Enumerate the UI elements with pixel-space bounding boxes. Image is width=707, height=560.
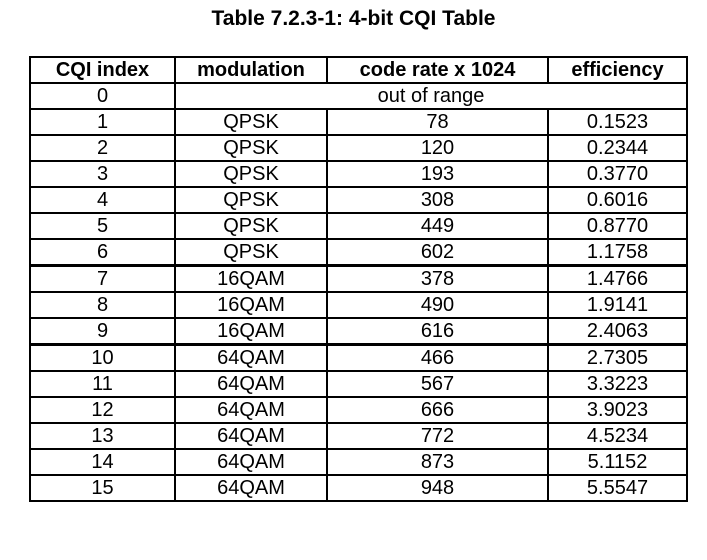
cell-code-rate: 78 (326, 108, 549, 136)
cell-modulation: QPSK (174, 212, 328, 240)
cell-cqi-index: 5 (29, 212, 176, 240)
cell-modulation: 64QAM (174, 422, 328, 450)
cell-cqi-index: 1 (29, 108, 176, 136)
cell-code-rate: 666 (326, 396, 549, 424)
cell-efficiency: 0.1523 (547, 108, 688, 136)
table-row: 6 QPSK 602 1.1758 (29, 238, 688, 267)
cell-modulation: 16QAM (174, 291, 328, 319)
cell-cqi-index: 2 (29, 134, 176, 162)
cell-modulation: QPSK (174, 134, 328, 162)
table-row: 2 QPSK 120 0.2344 (29, 134, 688, 162)
cell-efficiency: 1.1758 (547, 238, 688, 267)
table-row: 7 16QAM 378 1.4766 (29, 264, 688, 293)
table-row: 11 64QAM 567 3.3223 (29, 370, 688, 398)
cell-code-rate: 948 (326, 474, 549, 502)
cqi-table: CQI index modulation code rate x 1024 ef… (29, 56, 688, 502)
cell-efficiency: 2.7305 (547, 343, 688, 372)
table-row: 4 QPSK 308 0.6016 (29, 186, 688, 214)
cell-modulation: QPSK (174, 186, 328, 214)
cell-out-of-range: out of range (174, 82, 688, 110)
cell-code-rate: 873 (326, 448, 549, 476)
cell-modulation: 64QAM (174, 474, 328, 502)
table-row: 3 QPSK 193 0.3770 (29, 160, 688, 188)
cell-code-rate: 120 (326, 134, 549, 162)
table-row-out-of-range: 0 out of range (29, 82, 688, 110)
header-code-rate: code rate x 1024 (326, 56, 549, 84)
table-row: 14 64QAM 873 5.1152 (29, 448, 688, 476)
cell-cqi-index: 6 (29, 238, 176, 267)
cell-cqi-index: 13 (29, 422, 176, 450)
cell-modulation: 64QAM (174, 396, 328, 424)
cell-modulation: QPSK (174, 108, 328, 136)
cell-modulation: QPSK (174, 238, 328, 267)
cell-cqi-index: 4 (29, 186, 176, 214)
cell-cqi-index: 0 (29, 82, 176, 110)
table-row: 5 QPSK 449 0.8770 (29, 212, 688, 240)
cell-modulation: 16QAM (174, 264, 328, 293)
cell-efficiency: 0.2344 (547, 134, 688, 162)
cell-modulation: 64QAM (174, 448, 328, 476)
cell-modulation: 64QAM (174, 343, 328, 372)
cell-efficiency: 5.5547 (547, 474, 688, 502)
cell-cqi-index: 11 (29, 370, 176, 398)
cell-code-rate: 193 (326, 160, 549, 188)
table-header-row: CQI index modulation code rate x 1024 ef… (29, 56, 688, 84)
table-row: 10 64QAM 466 2.7305 (29, 343, 688, 372)
table-row: 13 64QAM 772 4.5234 (29, 422, 688, 450)
cell-efficiency: 4.5234 (547, 422, 688, 450)
cell-efficiency: 2.4063 (547, 317, 688, 346)
cell-cqi-index: 12 (29, 396, 176, 424)
cell-cqi-index: 3 (29, 160, 176, 188)
cell-code-rate: 449 (326, 212, 549, 240)
cell-code-rate: 308 (326, 186, 549, 214)
cell-code-rate: 567 (326, 370, 549, 398)
table-row: 12 64QAM 666 3.9023 (29, 396, 688, 424)
cell-cqi-index: 15 (29, 474, 176, 502)
cell-efficiency: 0.3770 (547, 160, 688, 188)
cell-code-rate: 378 (326, 264, 549, 293)
header-cqi-index: CQI index (29, 56, 176, 84)
cell-code-rate: 602 (326, 238, 549, 267)
cell-efficiency: 1.9141 (547, 291, 688, 319)
header-modulation: modulation (174, 56, 328, 84)
cell-efficiency: 3.3223 (547, 370, 688, 398)
table-row: 1 QPSK 78 0.1523 (29, 108, 688, 136)
cell-code-rate: 490 (326, 291, 549, 319)
cell-efficiency: 5.1152 (547, 448, 688, 476)
table-row: 8 16QAM 490 1.9141 (29, 291, 688, 319)
cell-cqi-index: 14 (29, 448, 176, 476)
cell-modulation: QPSK (174, 160, 328, 188)
cell-efficiency: 1.4766 (547, 264, 688, 293)
header-efficiency: efficiency (547, 56, 688, 84)
cell-cqi-index: 7 (29, 264, 176, 293)
cell-cqi-index: 9 (29, 317, 176, 346)
table-row: 15 64QAM 948 5.5547 (29, 474, 688, 502)
cell-cqi-index: 8 (29, 291, 176, 319)
cell-efficiency: 0.8770 (547, 212, 688, 240)
cell-modulation: 16QAM (174, 317, 328, 346)
cell-cqi-index: 10 (29, 343, 176, 372)
table-row: 9 16QAM 616 2.4063 (29, 317, 688, 346)
cell-efficiency: 3.9023 (547, 396, 688, 424)
cell-code-rate: 466 (326, 343, 549, 372)
cell-modulation: 64QAM (174, 370, 328, 398)
cell-code-rate: 616 (326, 317, 549, 346)
cell-efficiency: 0.6016 (547, 186, 688, 214)
cell-code-rate: 772 (326, 422, 549, 450)
table-title: Table 7.2.3-1: 4-bit CQI Table (211, 7, 496, 30)
